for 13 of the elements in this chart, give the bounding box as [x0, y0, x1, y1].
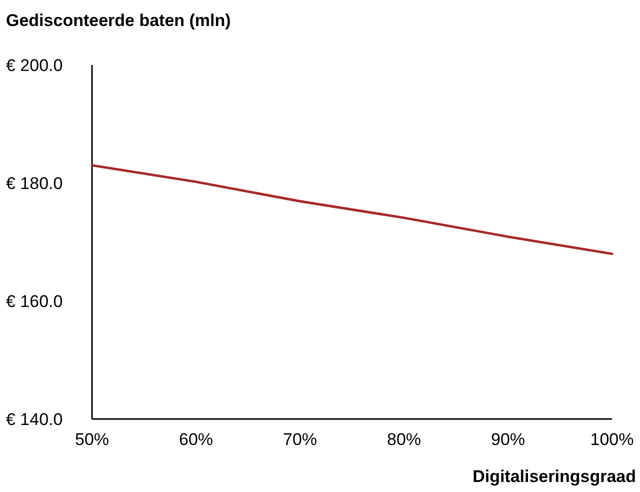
x-tick-label: 90% [490, 430, 526, 449]
x-tick-label: 100% [590, 430, 634, 449]
y-tick-label: € 200.0 [6, 56, 63, 75]
x-tick-label: 50% [74, 430, 110, 449]
y-tick-label: € 160.0 [6, 292, 63, 311]
x-tick-label: 70% [282, 430, 318, 449]
y-tick-label: € 140.0 [6, 410, 63, 429]
x-tick-label: 80% [386, 430, 422, 449]
x-tick-label: 60% [178, 430, 214, 449]
y-tick-label: € 180.0 [6, 174, 63, 193]
x-axis-title: Digitaliseringsgraad [472, 467, 636, 486]
y-axis-title: Gedisconteerde baten (mln) [6, 11, 231, 30]
line-series [90, 164, 614, 256]
